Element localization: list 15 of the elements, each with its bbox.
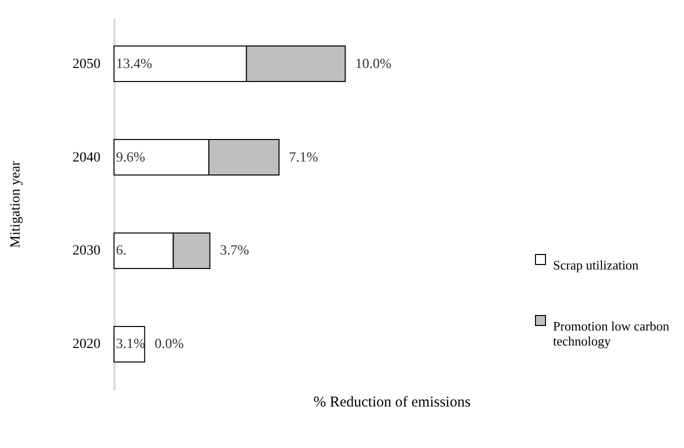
y-tick-label: 2040: [72, 150, 100, 166]
data-label: 13.4%: [116, 56, 152, 72]
legend-label: Scrap utilization: [553, 258, 640, 272]
legend-label: Promotion low carbon technology: [553, 318, 670, 348]
y-tick-label: 2030: [72, 244, 100, 259]
data-label: 3.7%: [220, 244, 250, 259]
y-tick-label: 2050: [72, 56, 100, 72]
data-label: 0.0%: [154, 337, 184, 352]
y-tick-label: 2020: [72, 337, 100, 352]
data-label: 7.1%: [289, 150, 319, 166]
data-label: 6.: [116, 244, 126, 259]
x-axis-title: % Reduction of emissions: [313, 394, 471, 410]
y-axis-title: Mitigation year: [8, 160, 24, 248]
data-label: 10.0%: [355, 56, 392, 72]
data-label: 9.6%: [116, 150, 146, 166]
